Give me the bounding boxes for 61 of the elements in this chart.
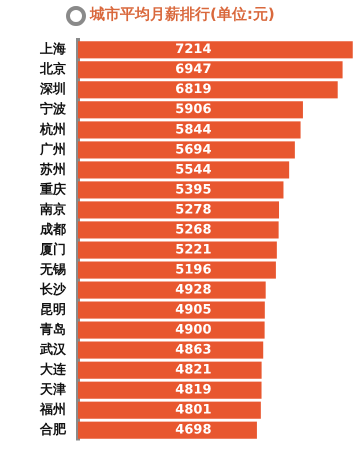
- bar: [78, 121, 301, 138]
- data-label: 5544: [175, 162, 212, 178]
- y-tick-label: 福州: [39, 402, 66, 418]
- y-tick-label: 合肥: [39, 422, 67, 438]
- bar: [78, 422, 257, 439]
- data-label: 6819: [175, 82, 212, 98]
- y-tick-label: 长沙: [39, 282, 67, 298]
- y-tick-label: 武汉: [39, 342, 67, 358]
- y-tick-label: 苏州: [39, 162, 66, 178]
- bar: [78, 181, 284, 199]
- bar: [78, 101, 303, 118]
- data-label: 5906: [175, 102, 212, 118]
- y-tick-label: 北京: [39, 61, 66, 78]
- bar: [78, 81, 338, 98]
- y-tick-label: 南京: [39, 201, 66, 218]
- bar: [78, 261, 276, 279]
- y-tick-label: 昆明: [40, 302, 66, 318]
- y-tick-label: 成都: [39, 222, 66, 238]
- bar: [78, 342, 264, 359]
- data-label: 4801: [175, 402, 212, 418]
- y-tick-label: 厦门: [39, 241, 66, 258]
- y-tick-label: 大连: [40, 362, 67, 378]
- data-label: 5395: [175, 182, 212, 198]
- bar: [78, 322, 265, 339]
- bar: [78, 221, 279, 239]
- data-label: 4905: [175, 302, 212, 318]
- data-label: 5196: [175, 262, 212, 278]
- bar: [78, 161, 290, 178]
- bar: [78, 241, 277, 259]
- data-label: 5844: [175, 122, 212, 138]
- bar: [78, 141, 295, 158]
- bar: [78, 402, 261, 419]
- data-label: 5221: [175, 242, 212, 258]
- y-tick-label: 深圳: [39, 82, 66, 98]
- data-label: 4819: [175, 382, 212, 398]
- bar: [78, 281, 266, 299]
- data-label: 6947: [175, 62, 212, 78]
- data-label: 4900: [175, 322, 212, 338]
- y-tick-label: 杭州: [39, 121, 66, 138]
- bar: [78, 41, 353, 58]
- data-label: 5268: [175, 222, 212, 238]
- y-tick-label: 上海: [39, 42, 66, 58]
- bar: [78, 61, 343, 78]
- y-tick-label: 宁波: [40, 101, 67, 118]
- data-label: 4863: [175, 342, 212, 358]
- y-tick-label: 广州: [39, 141, 66, 158]
- y-tick-label: 无锡: [39, 262, 66, 278]
- bar: [78, 201, 280, 219]
- data-label: 4698: [175, 422, 212, 438]
- y-tick-label: 天津: [39, 382, 66, 398]
- chart-title: 城市平均月薪排行(单位:元): [90, 5, 275, 24]
- y-tick-label: 重庆: [39, 181, 66, 198]
- data-label: 5278: [175, 202, 212, 218]
- bar: [78, 302, 265, 319]
- data-label: 5694: [175, 142, 212, 158]
- data-label: 4821: [175, 362, 212, 378]
- data-label: 7214: [175, 42, 212, 58]
- y-tick-label: 青岛: [39, 322, 66, 338]
- data-label: 4928: [175, 282, 212, 298]
- bar: [78, 382, 262, 399]
- bar: [78, 362, 262, 379]
